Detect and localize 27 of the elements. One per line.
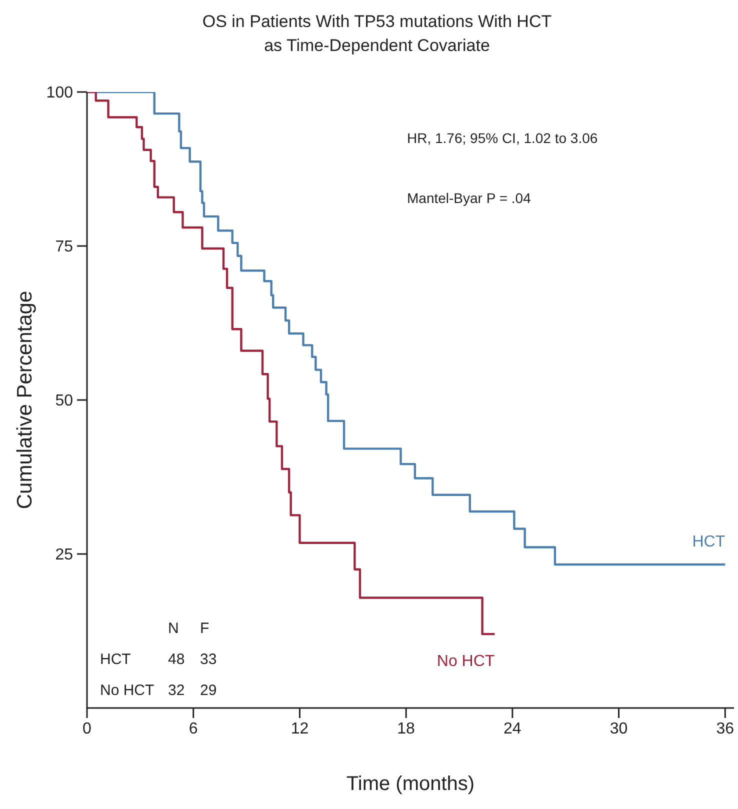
annotation: N — [168, 620, 179, 637]
y-tick-label: 50 — [55, 392, 74, 410]
annotation: No HCT — [100, 682, 154, 699]
y-tick-label: 75 — [55, 238, 74, 256]
y-axis-title: Cumulative Percentage — [13, 290, 36, 510]
annotation: 32 — [168, 682, 185, 699]
annotation: Mantel-Byar P = .04 — [407, 190, 531, 206]
annotation: HCT — [100, 651, 131, 668]
series-label: HCT — [692, 533, 726, 550]
x-tick-label: 30 — [610, 720, 628, 738]
chart-title: OS in Patients With TP53 mutations With HCT — [201, 11, 553, 33]
y-tick-label: 25 — [55, 546, 74, 564]
series-label: No HCT — [436, 653, 495, 670]
annotation: 33 — [200, 651, 217, 668]
x-tick-label: 6 — [188, 720, 198, 738]
x-tick-label: 12 — [290, 720, 309, 738]
x-tick-label: 0 — [82, 720, 92, 738]
x-axis-title: Time (months) — [346, 773, 475, 795]
x-tick-label: 24 — [504, 720, 522, 738]
chart-subtitle: as Time-Dependent Covariate — [263, 35, 491, 57]
x-tick-label: 18 — [397, 720, 416, 738]
annotation: 48 — [168, 651, 185, 668]
annotation: 29 — [200, 682, 217, 699]
y-tick-label: 100 — [46, 84, 74, 102]
x-tick-label: 36 — [716, 720, 734, 738]
annotation: F — [200, 620, 210, 637]
annotation: HR, 1.76; 95% CI, 1.02 to 3.06 — [407, 130, 598, 146]
